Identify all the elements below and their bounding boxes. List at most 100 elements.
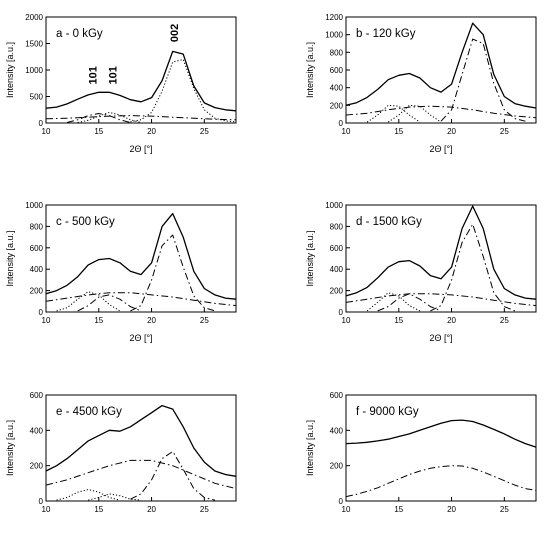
plot-frame xyxy=(45,204,237,313)
series-line-2 xyxy=(440,38,526,122)
series-line-2 xyxy=(430,223,516,312)
series-line-4 xyxy=(366,104,421,123)
chart-panel-4: 10 15 20 25 0 200 400 600 800 1000 Intensity [a.u.… xyxy=(305,201,537,343)
y-tick-label: 1000 xyxy=(325,31,343,40)
y-tick-label: 600 xyxy=(330,66,344,75)
series-line-4 xyxy=(56,489,121,501)
series-line-3 xyxy=(345,293,537,307)
x-axis-label: 2Θ [°] xyxy=(429,333,452,343)
x-tick-label: 20 xyxy=(147,127,156,136)
x-tick-label: 15 xyxy=(94,505,103,514)
y-axis-label: Intensity [a.u.] xyxy=(5,42,15,98)
x-tick-label: 10 xyxy=(42,316,51,325)
y-tick-label: 200 xyxy=(30,462,44,471)
y-tick-label: 2000 xyxy=(25,13,43,22)
series-line-2 xyxy=(45,459,237,490)
chart-panel-2: 10 15 20 25 0 200 400 600 800 1000 1200 Intensity [… xyxy=(305,13,537,154)
x-tick-label: 10 xyxy=(342,127,351,136)
y-axis-label: Intensity [a.u.] xyxy=(305,42,315,98)
chart-panel-5: 10 15 20 25 0 200 400 600 Intensity [a.u.] e - 45… xyxy=(5,391,237,514)
series-line-5 xyxy=(88,493,142,501)
y-tick-label: 1000 xyxy=(25,66,43,75)
panel-label: b - 120 kGy xyxy=(356,28,416,40)
y-tick-label: 200 xyxy=(30,287,44,296)
x-tick-label: 25 xyxy=(500,316,509,325)
x-axis-label: 2Θ [°] xyxy=(429,144,452,154)
series-line-2 xyxy=(130,234,216,312)
series-line-3 xyxy=(130,451,216,501)
series-line-3 xyxy=(345,105,537,119)
series-line-2 xyxy=(130,58,237,123)
x-axis-label: 2Θ [°] xyxy=(129,333,152,343)
x-tick-label: 25 xyxy=(200,127,209,136)
y-tick-label: 0 xyxy=(39,308,44,317)
chart-panel-6: 10 15 20 25 0 200 400 600 Intensity [a.u.] f - 90… xyxy=(305,391,537,514)
y-tick-label: 800 xyxy=(330,48,344,57)
y-tick-label: 1200 xyxy=(325,13,343,22)
y-tick-label: 0 xyxy=(339,497,344,506)
chart-panel-3: 10 15 20 25 0 200 400 600 800 1000 Intensity [a.u.… xyxy=(5,201,237,343)
y-tick-label: 200 xyxy=(330,287,344,296)
y-tick-label: 400 xyxy=(30,426,44,435)
peak-annotation: 101 xyxy=(88,66,100,84)
series-line-4 xyxy=(66,113,131,123)
chart-panel-1: 10 15 20 25 0 500 1000 1500 2000 Intensity [a.u.]… xyxy=(5,13,237,154)
x-tick-label: 15 xyxy=(94,127,103,136)
y-tick-label: 1000 xyxy=(25,201,43,210)
x-tick-label: 10 xyxy=(42,127,51,136)
panel-label: f - 9000 kGy xyxy=(356,406,419,418)
plot-frame xyxy=(45,394,237,502)
series-line-4 xyxy=(366,292,421,312)
y-tick-label: 1500 xyxy=(25,40,43,49)
x-tick-label: 20 xyxy=(447,505,456,514)
y-tick-label: 400 xyxy=(30,265,44,274)
x-tick-label: 15 xyxy=(94,316,103,325)
series-line-1 xyxy=(45,404,237,477)
y-tick-label: 0 xyxy=(39,119,44,128)
series-line-5 xyxy=(77,294,142,312)
panel-label: c - 500 kGy xyxy=(56,216,115,228)
series-line-2 xyxy=(345,465,537,498)
x-axis-label: 2Θ [°] xyxy=(129,144,152,154)
y-tick-label: 0 xyxy=(39,497,44,506)
y-tick-label: 400 xyxy=(330,265,344,274)
plot-frame xyxy=(345,394,537,502)
y-tick-label: 1000 xyxy=(325,201,343,210)
y-tick-label: 500 xyxy=(30,93,44,102)
plot-frame xyxy=(345,204,537,313)
series-line-3 xyxy=(45,115,237,121)
y-axis-label: Intensity [a.u.] xyxy=(305,420,315,476)
series-line-1 xyxy=(345,419,537,448)
y-tick-label: 600 xyxy=(330,244,344,253)
peak-annotation: 002 xyxy=(169,24,181,42)
y-tick-label: 0 xyxy=(339,119,344,128)
x-tick-label: 15 xyxy=(394,316,403,325)
y-tick-label: 600 xyxy=(30,244,44,253)
y-tick-label: 600 xyxy=(330,391,344,400)
y-axis-label: Intensity [a.u.] xyxy=(305,230,315,286)
panel-label: a - 0 kGy xyxy=(56,28,103,40)
y-tick-label: 600 xyxy=(30,391,44,400)
y-tick-label: 200 xyxy=(330,462,344,471)
series-line-1 xyxy=(345,205,537,300)
x-tick-label: 10 xyxy=(42,505,51,514)
y-tick-label: 200 xyxy=(330,101,344,110)
series-line-5 xyxy=(387,104,442,123)
y-tick-label: 400 xyxy=(330,84,344,93)
peak-annotation: 101 xyxy=(108,66,120,84)
x-tick-label: 25 xyxy=(500,505,509,514)
x-tick-label: 15 xyxy=(394,127,403,136)
x-tick-label: 20 xyxy=(147,505,156,514)
series-line-5 xyxy=(377,293,442,312)
x-tick-label: 25 xyxy=(500,127,509,136)
series-line-1 xyxy=(45,50,237,112)
x-tick-label: 10 xyxy=(342,316,351,325)
x-tick-label: 15 xyxy=(394,505,403,514)
panel-label: e - 4500 kGy xyxy=(56,406,122,418)
series-line-4 xyxy=(56,291,121,312)
series-line-1 xyxy=(345,22,537,109)
y-tick-label: 800 xyxy=(330,222,344,231)
x-tick-label: 20 xyxy=(447,316,456,325)
x-tick-label: 20 xyxy=(147,316,156,325)
